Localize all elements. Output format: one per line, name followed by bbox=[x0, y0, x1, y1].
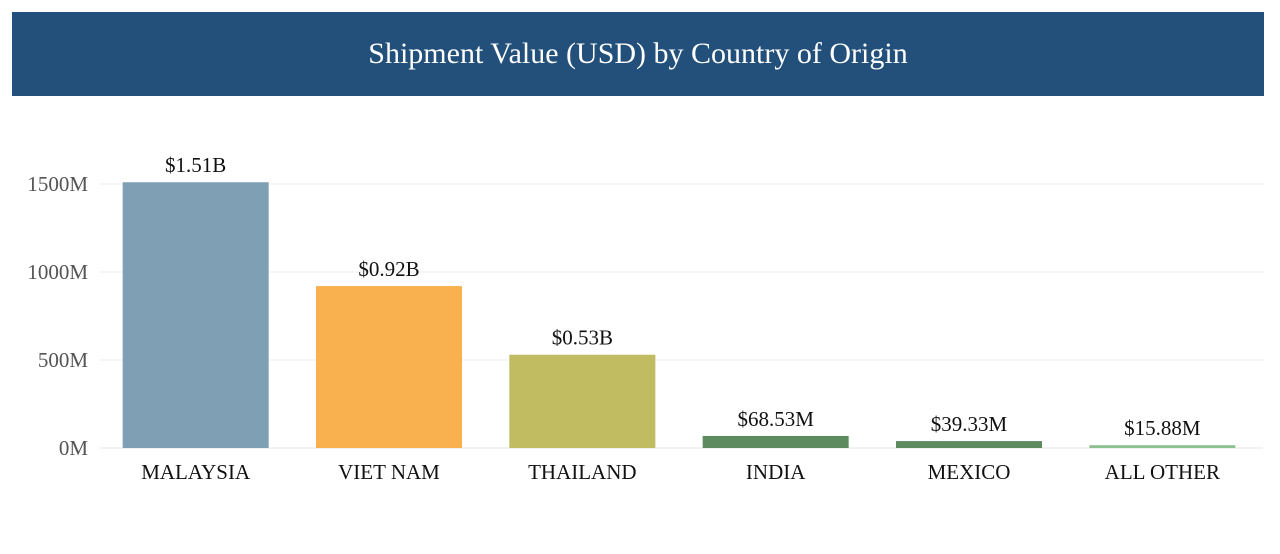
chart-header: Shipment Value (USD) by Country of Origi… bbox=[12, 12, 1264, 96]
category-label: VIET NAM bbox=[338, 460, 440, 484]
category-label: MALAYSIA bbox=[141, 460, 251, 484]
y-tick-label: 1000M bbox=[27, 260, 88, 284]
data-label: $68.53M bbox=[737, 407, 814, 431]
category-label: MEXICO bbox=[928, 460, 1011, 484]
data-label: $0.53B bbox=[552, 326, 613, 350]
chart-title: Shipment Value (USD) by Country of Origi… bbox=[368, 37, 908, 70]
data-label: $39.33M bbox=[931, 412, 1008, 436]
bar-malaysia[interactable] bbox=[122, 182, 269, 449]
category-label: ALL OTHER bbox=[1105, 460, 1220, 484]
bars bbox=[122, 182, 1236, 449]
data-label: $1.51B bbox=[165, 153, 226, 177]
data-label: $0.92B bbox=[358, 257, 419, 281]
gridlines bbox=[100, 183, 1263, 449]
bar-mexico[interactable] bbox=[896, 441, 1042, 448]
category-label: THAILAND bbox=[528, 460, 636, 484]
bar-india[interactable] bbox=[702, 435, 849, 448]
data-label: $15.88M bbox=[1124, 416, 1201, 440]
y-tick-label: 500M bbox=[38, 348, 89, 372]
y-axis-ticks: 0M 500M 1000M 1500M bbox=[27, 172, 88, 460]
y-tick-label: 1500M bbox=[27, 172, 88, 196]
bar-viet-nam[interactable] bbox=[316, 286, 462, 448]
y-tick-label: 0M bbox=[59, 436, 89, 460]
category-label: INDIA bbox=[746, 460, 806, 484]
x-axis-categories: MALAYSIA VIET NAM THAILAND INDIA MEXICO ALL O… bbox=[141, 460, 1220, 484]
data-labels: $1.51B $0.92B $0.53B $68.53M $39.33M $15.88M bbox=[165, 153, 1201, 440]
bar-thailand[interactable] bbox=[509, 354, 656, 448]
bar-all-other[interactable] bbox=[1089, 445, 1236, 448]
